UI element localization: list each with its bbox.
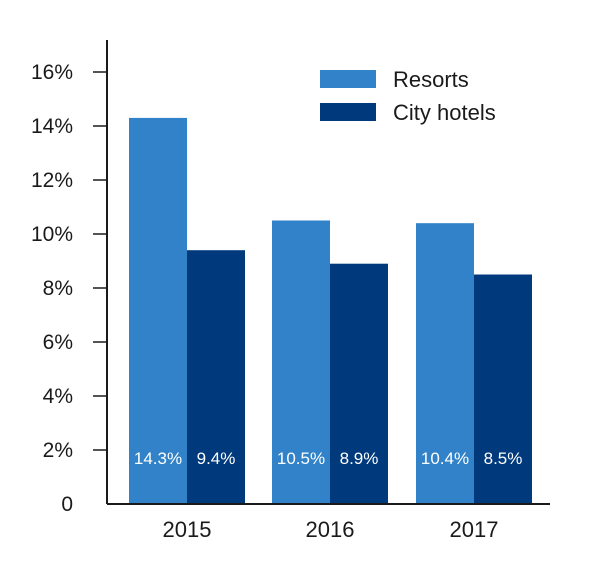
legend-swatch-city-hotels bbox=[320, 103, 376, 121]
y-tick-label: 6% bbox=[43, 331, 73, 354]
data-labels: 14.3% 9.4% 10.5% 8.9% 10.4% 8.5% bbox=[134, 449, 522, 468]
legend: Resorts City hotels bbox=[320, 67, 496, 125]
data-label-city-hotels-2016: 8.9% bbox=[340, 449, 379, 468]
x-axis-labels: 2015 2016 2017 bbox=[163, 517, 499, 542]
legend-label-city-hotels: City hotels bbox=[393, 100, 496, 125]
y-tick-label: 12% bbox=[31, 169, 73, 192]
x-tick-label: 2015 bbox=[163, 517, 212, 542]
x-tick-label: 2016 bbox=[306, 517, 355, 542]
data-label-city-hotels-2017: 8.5% bbox=[484, 449, 523, 468]
y-axis-ticks: 0 2% 4% 6% 8% 10% 12% 14% 16% bbox=[31, 61, 107, 516]
data-label-resorts-2017: 10.4% bbox=[421, 449, 469, 468]
bar-resorts-2015 bbox=[129, 117, 187, 505]
y-tick-label: 0 bbox=[61, 493, 73, 516]
y-tick-label: 14% bbox=[31, 115, 73, 138]
data-label-resorts-2016: 10.5% bbox=[277, 449, 325, 468]
bar-resorts-2017 bbox=[416, 223, 474, 504]
y-tick-label: 2% bbox=[43, 439, 73, 462]
bar-group bbox=[129, 117, 532, 505]
bar-city-hotels-2016 bbox=[330, 263, 388, 504]
y-tick-label: 4% bbox=[43, 385, 73, 408]
data-label-resorts-2015: 14.3% bbox=[134, 449, 182, 468]
y-tick-label: 16% bbox=[31, 61, 73, 84]
x-tick-label: 2017 bbox=[450, 517, 499, 542]
legend-label-resorts: Resorts bbox=[393, 67, 469, 92]
y-tick-label: 8% bbox=[43, 277, 73, 300]
bar-city-hotels-2017 bbox=[474, 274, 532, 504]
legend-swatch-resorts bbox=[320, 70, 376, 88]
bar-resorts-2016 bbox=[272, 220, 330, 504]
data-label-city-hotels-2015: 9.4% bbox=[197, 449, 236, 468]
bar-city-hotels-2015 bbox=[187, 250, 245, 504]
y-tick-label: 10% bbox=[31, 223, 73, 246]
